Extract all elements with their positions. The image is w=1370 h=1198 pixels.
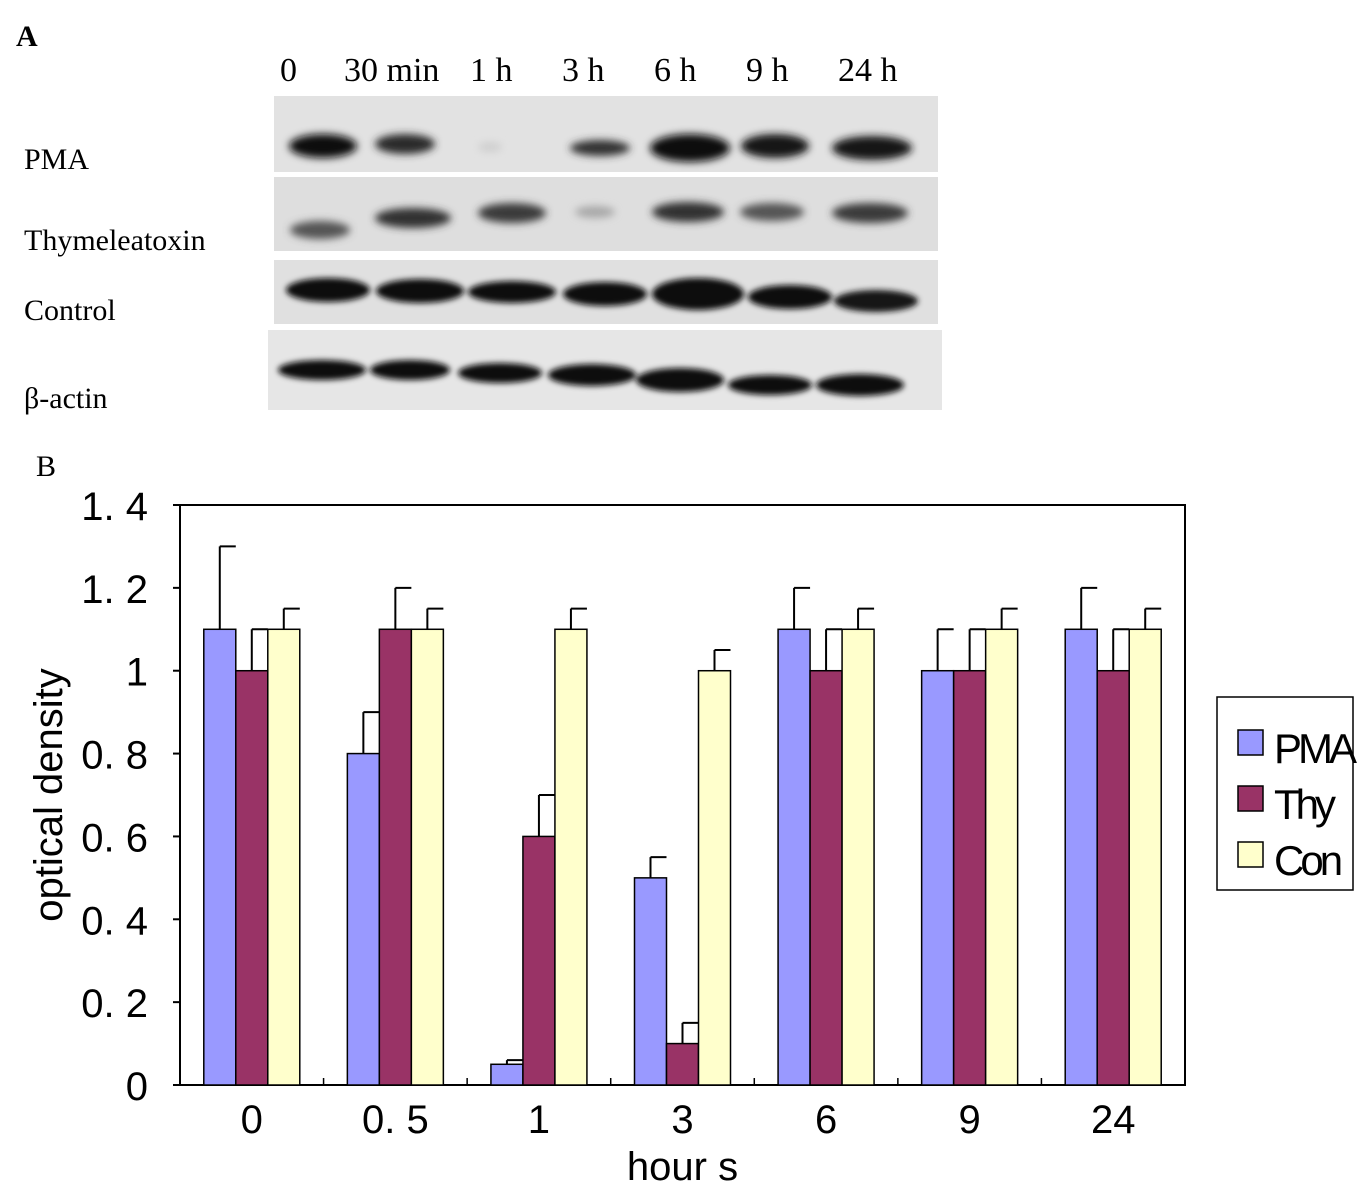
bar-con [984,628,1019,1086]
bar-con [697,669,732,1086]
beta-actin-bands [278,360,904,396]
y-tick-label: 1. 2 [81,568,148,612]
lane-label-1h: 1 h [470,52,513,89]
panel-a-letter: A [16,20,38,53]
x-tick-label: 24 [1091,1098,1136,1142]
bar-thy [809,669,843,1086]
row-label-beta-actin: β-actin [24,382,108,415]
y-axis-label: optical density [27,668,71,921]
y-tick-label: 0. 8 [81,734,148,778]
legend-label-pma: PMA [1274,725,1357,772]
plot-area [179,504,1186,1086]
lane-label-9h: 9 h [746,52,789,89]
bar-thy [378,628,413,1086]
x-tick-label: 0. 5 [362,1098,429,1142]
legend-label-thy: Thy [1274,781,1336,828]
bar-pma [633,877,668,1086]
lane-label-3h: 3 h [562,52,605,89]
pma-bands [289,134,912,162]
legend-label-con: Con [1274,837,1341,884]
y-tick-label: 1. 4 [81,485,148,529]
panel-b-letter: B [36,450,57,483]
bar-pma [1064,628,1098,1086]
legend-swatch-pma [1237,729,1264,756]
bar-pma [490,1063,524,1086]
bar-con [841,628,875,1086]
y-tick-label: 0. 2 [81,982,148,1026]
bar-thy [1096,669,1130,1086]
bar-con [267,628,301,1086]
x-tick-label: 0 [241,1098,263,1142]
y-tick-label: 0. 6 [81,816,148,860]
y-tick-label: 1 [126,651,148,695]
bar-thy [952,669,987,1086]
lane-label-30min: 30 min [344,52,440,89]
bar-pma [346,752,381,1086]
legend-swatch-thy [1237,785,1264,812]
bar-pma [777,628,811,1086]
row-label-pma: PMA [24,143,90,176]
y-tick-label: 0 [126,1065,148,1109]
bar-pma [920,669,955,1086]
lane-label-24h: 24 h [838,52,898,89]
lane-label-6h: 6 h [654,52,697,89]
row-label-thymeleatoxin: Thymeleatoxin [24,224,206,257]
bar-con [554,628,588,1086]
control-bands [286,278,918,312]
bar-con [1128,628,1162,1086]
thymeleatoxin-bands [290,202,908,239]
bar-thy [522,835,556,1086]
row-label-control: Control [24,294,116,327]
x-tick-label: 3 [671,1098,693,1142]
bar-con [410,628,445,1086]
western-blot-image [268,96,942,410]
lane-label-0: 0 [280,52,297,89]
bar-thy [665,1042,700,1086]
bar-thy [235,669,269,1086]
y-tick-label: 0. 4 [81,899,148,943]
x-tick-label: 9 [959,1098,981,1142]
x-axis-label: hour s [627,1145,738,1189]
blot-strip-pma [274,96,938,172]
legend-swatch-con [1237,841,1264,868]
x-tick-label: 6 [815,1098,837,1142]
x-tick-label: 1 [528,1098,550,1142]
bar-pma [203,628,237,1086]
